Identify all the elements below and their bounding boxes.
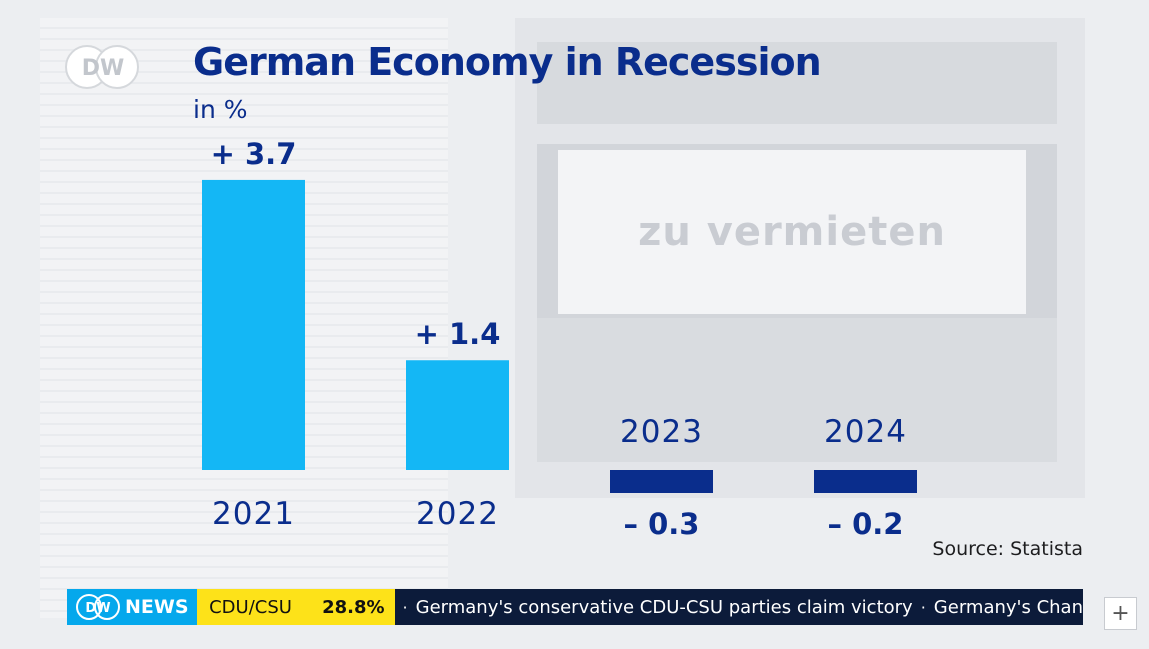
chart-subtitle: in % [193,95,248,124]
ticker-headline: Germany's conservative CDU-CSU parties c… [415,596,913,618]
dw-news-logo-icon: DW [76,594,120,620]
bar-2022 [406,360,509,470]
ticker-result: CDU/CSU 28.8% [197,589,395,625]
category-label-2021: 2021 [212,496,295,532]
ticker-party: CDU/CSU [209,596,292,618]
data-label-2023: – 0.3 [624,507,700,541]
bar-2021 [202,179,305,471]
data-label-2024: – 0.2 [828,507,904,541]
ticker-separator: · [920,597,926,617]
ticker-headline: Germany's Chan [933,596,1083,618]
category-label-2023: 2023 [620,414,703,450]
dw-news-logo-text: DW [85,601,110,616]
news-ticker: DW NEWS CDU/CSU 28.8% · Germany's conser… [67,589,1083,625]
data-label-2021: + 3.7 [211,137,297,171]
background-window-pane [537,42,1057,124]
dw-logo-text: DW [82,56,125,81]
data-label-2022: + 1.4 [415,317,501,351]
plus-icon: + [1111,601,1130,626]
category-label-2024: 2024 [824,414,907,450]
category-label-2022: 2022 [416,496,499,532]
bar-2024 [814,470,917,493]
ticker-brand-label: NEWS [125,596,189,618]
chart-title: German Economy in Recession [193,40,822,84]
ticker-headlines: · Germany's conservative CDU-CSU parties… [395,589,1083,625]
background-sign-text: zu vermieten [638,209,946,255]
add-button[interactable]: + [1104,597,1137,630]
ticker-brand: DW NEWS [67,589,198,625]
bar-2023 [610,470,713,493]
dw-logo: DW [65,45,139,89]
background-window-lower [537,318,1057,462]
ticker-separator: · [402,597,408,617]
background-sign: zu vermieten [558,150,1026,314]
source-note: Source: Statista [932,538,1083,560]
ticker-percent: 28.8% [322,596,385,618]
